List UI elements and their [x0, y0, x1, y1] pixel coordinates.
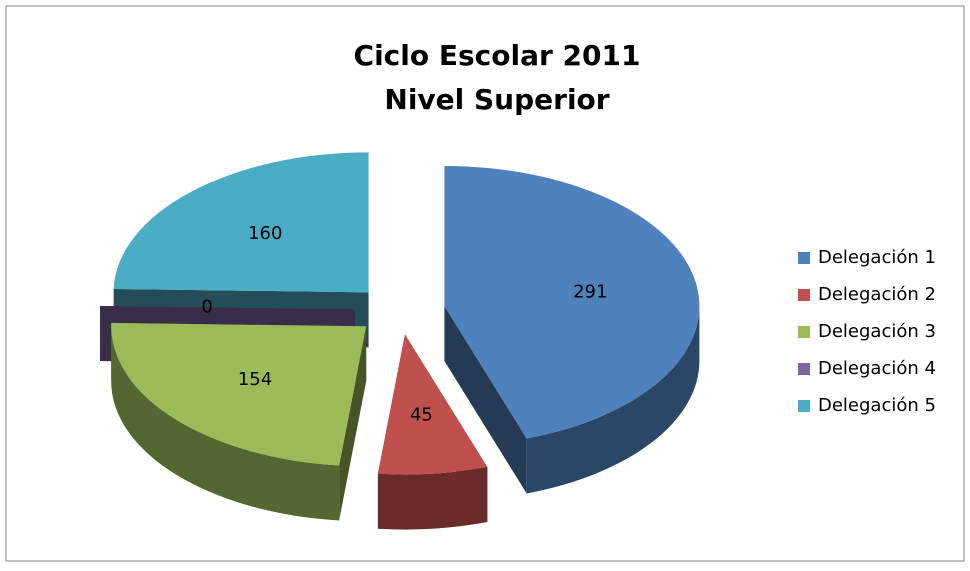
chart-title: Ciclo Escolar 2011 — [354, 39, 641, 72]
slice — [377, 334, 488, 530]
legend-swatch — [798, 363, 810, 375]
legend-label: Delegación 4 — [818, 358, 936, 379]
legend-swatch — [798, 326, 810, 338]
legend-swatch — [798, 400, 810, 412]
legend-label: Delegación 1 — [818, 247, 936, 268]
slice-top — [113, 152, 369, 293]
legend-label: Delegación 3 — [818, 321, 936, 342]
data-label: 160 — [248, 223, 282, 244]
data-label: 154 — [238, 369, 272, 390]
data-label: 0 — [201, 296, 212, 317]
chart-subtitle: Nivel Superior — [384, 83, 609, 116]
slice-side — [444, 305, 527, 494]
legend-swatch — [798, 252, 810, 264]
data-label: 291 — [573, 282, 607, 303]
slice-top — [100, 306, 356, 310]
legend-swatch — [798, 289, 810, 301]
slice — [111, 322, 367, 521]
slice-wall — [526, 305, 700, 494]
legend-label: Delegación 5 — [818, 395, 936, 416]
slice — [444, 165, 700, 494]
slice-wall — [377, 467, 488, 530]
slice-top — [444, 165, 700, 439]
slice-top — [377, 334, 488, 475]
slice-wall — [111, 326, 340, 521]
legend-label: Delegación 2 — [818, 284, 936, 305]
data-label: 45 — [410, 404, 433, 425]
slice-top — [111, 322, 367, 466]
